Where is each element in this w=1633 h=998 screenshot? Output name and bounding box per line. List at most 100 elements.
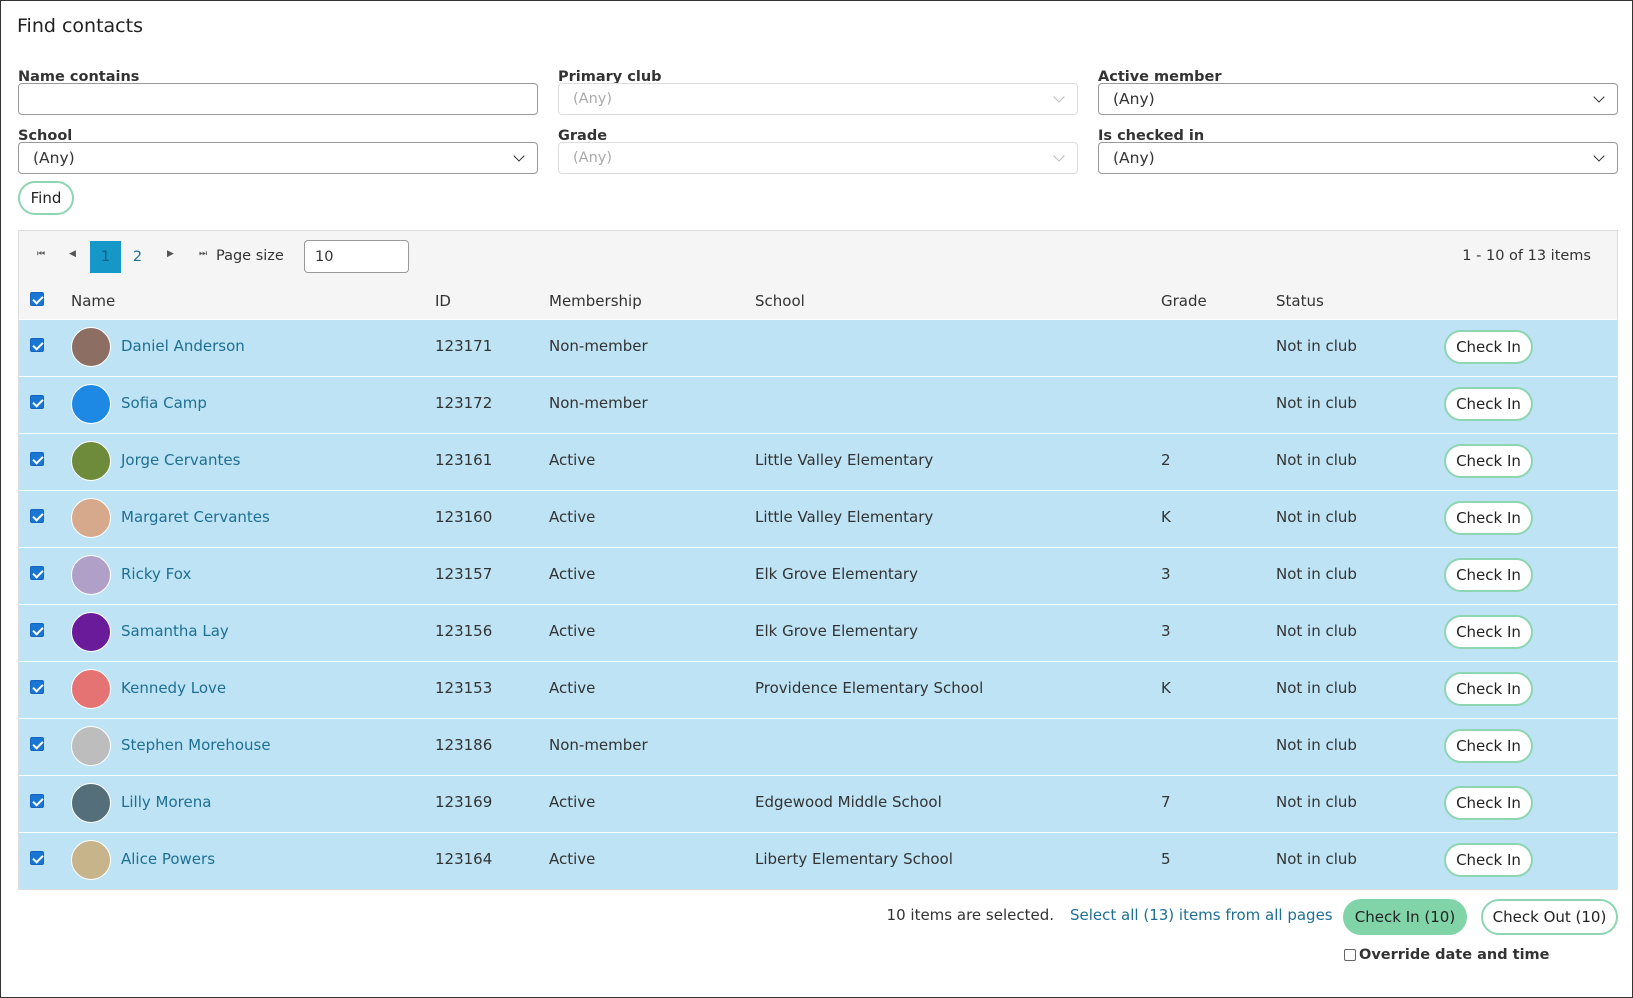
row-checkbox[interactable] — [30, 623, 44, 637]
row-checkbox[interactable] — [30, 509, 44, 523]
contact-name[interactable]: Samantha Lay — [121, 622, 229, 640]
pager-next[interactable]: ▶ — [167, 249, 174, 259]
page-size-input[interactable]: 10 — [304, 240, 409, 273]
column-header: ID — [435, 292, 451, 310]
select-input[interactable]: (Any) — [1098, 142, 1618, 174]
cell: Providence Elementary School — [755, 679, 984, 697]
select-input[interactable]: (Any) — [18, 142, 538, 174]
override-checkbox[interactable] — [1344, 949, 1356, 961]
select-value: (Any) — [1113, 149, 1155, 167]
table-row — [19, 376, 1617, 433]
cell: Not in club — [1276, 337, 1357, 355]
table-row — [19, 547, 1617, 604]
cell: 3 — [1161, 565, 1171, 583]
filter-label: Active member — [1098, 69, 1222, 85]
cell: Not in club — [1276, 736, 1357, 754]
contact-name[interactable]: Jorge Cervantes — [121, 451, 241, 469]
cell: 123153 — [435, 679, 493, 697]
column-header: Status — [1276, 292, 1324, 310]
filter-label: Grade — [558, 128, 608, 144]
cell: Not in club — [1276, 565, 1357, 583]
cell: Active — [549, 793, 596, 811]
select-all-checkbox[interactable] — [30, 292, 44, 306]
pager-first[interactable]: ⏮ — [37, 249, 46, 259]
contact-name[interactable]: Lilly Morena — [121, 793, 212, 811]
text-input[interactable] — [18, 83, 538, 115]
check-in-button[interactable]: Check In — [1444, 558, 1533, 592]
contact-name[interactable]: Stephen Morehouse — [121, 736, 271, 754]
table-row — [19, 832, 1617, 889]
row-checkbox[interactable] — [30, 794, 44, 808]
cell: K — [1161, 508, 1171, 526]
pager-page[interactable]: 1 — [90, 241, 121, 273]
cell: Non-member — [549, 736, 648, 754]
table-row — [19, 604, 1617, 661]
contact-name[interactable]: Sofia Camp — [121, 394, 207, 412]
select-value: (Any) — [33, 149, 75, 167]
avatar — [71, 327, 111, 367]
check-in-button[interactable]: Check In — [1444, 672, 1533, 706]
cell: Elk Grove Elementary — [755, 565, 918, 583]
row-checkbox[interactable] — [30, 452, 44, 466]
check-in-button[interactable]: Check In — [1444, 387, 1533, 421]
select-chevron — [513, 150, 525, 162]
check-in-button[interactable]: Check In — [1444, 729, 1533, 763]
pager-prev[interactable]: ◀ — [69, 249, 76, 259]
row-checkbox[interactable] — [30, 566, 44, 580]
check-in-button[interactable]: Check In — [1444, 786, 1533, 820]
cell: K — [1161, 679, 1171, 697]
contact-name[interactable]: Margaret Cervantes — [121, 508, 270, 526]
contact-name[interactable]: Alice Powers — [121, 850, 216, 868]
cell: Active — [549, 679, 596, 697]
filter-label: Primary club — [558, 69, 662, 85]
contact-name[interactable]: Kennedy Love — [121, 679, 227, 697]
select-chevron — [1593, 91, 1605, 103]
cell: Non-member — [549, 394, 648, 412]
check-in-button[interactable]: Check In — [1444, 501, 1533, 535]
check-in-button[interactable]: Check In — [1444, 615, 1533, 649]
avatar — [71, 384, 111, 424]
cell: Not in club — [1276, 394, 1357, 412]
cell: Not in club — [1276, 622, 1357, 640]
select-chevron — [1053, 91, 1065, 103]
pager-last[interactable]: ⏭ — [199, 249, 208, 259]
cell: Active — [549, 451, 596, 469]
select-chevron — [1053, 150, 1065, 162]
check-in-all-button[interactable]: Check In (10) — [1343, 899, 1467, 935]
check-out-all-button[interactable]: Check Out (10) — [1481, 899, 1618, 935]
contact-name[interactable]: Ricky Fox — [121, 565, 192, 583]
cell: 5 — [1161, 850, 1171, 868]
override-label: Override date and time — [1359, 947, 1550, 963]
row-checkbox[interactable] — [30, 737, 44, 751]
avatar — [71, 669, 111, 709]
page-size-label: Page size — [216, 248, 284, 264]
filter-label: Name contains — [18, 69, 140, 85]
avatar — [71, 783, 111, 823]
filter-label: School — [18, 128, 73, 144]
table-row — [19, 718, 1617, 775]
cell: Liberty Elementary School — [755, 850, 953, 868]
check-in-button[interactable]: Check In — [1444, 330, 1533, 364]
cell: 123172 — [435, 394, 493, 412]
avatar — [71, 498, 111, 538]
avatar — [71, 726, 111, 766]
select-all-link[interactable]: Select all (13) items from all pages — [1070, 906, 1333, 924]
pager-page[interactable]: 2 — [132, 249, 143, 265]
check-in-button[interactable]: Check In — [1444, 444, 1533, 478]
cell: 123169 — [435, 793, 493, 811]
row-checkbox[interactable] — [30, 680, 44, 694]
cell: Edgewood Middle School — [755, 793, 942, 811]
contact-name[interactable]: Daniel Anderson — [121, 337, 245, 355]
select-value: (Any) — [573, 91, 613, 107]
row-checkbox[interactable] — [30, 851, 44, 865]
avatar — [71, 840, 111, 880]
avatar — [71, 555, 111, 595]
row-checkbox[interactable] — [30, 338, 44, 352]
cell: Not in club — [1276, 850, 1357, 868]
find-button[interactable]: Find — [18, 181, 74, 215]
check-in-button[interactable]: Check In — [1444, 843, 1533, 877]
select-input[interactable]: (Any) — [1098, 83, 1618, 115]
cell: Non-member — [549, 337, 648, 355]
row-checkbox[interactable] — [30, 395, 44, 409]
table-row — [19, 775, 1617, 832]
